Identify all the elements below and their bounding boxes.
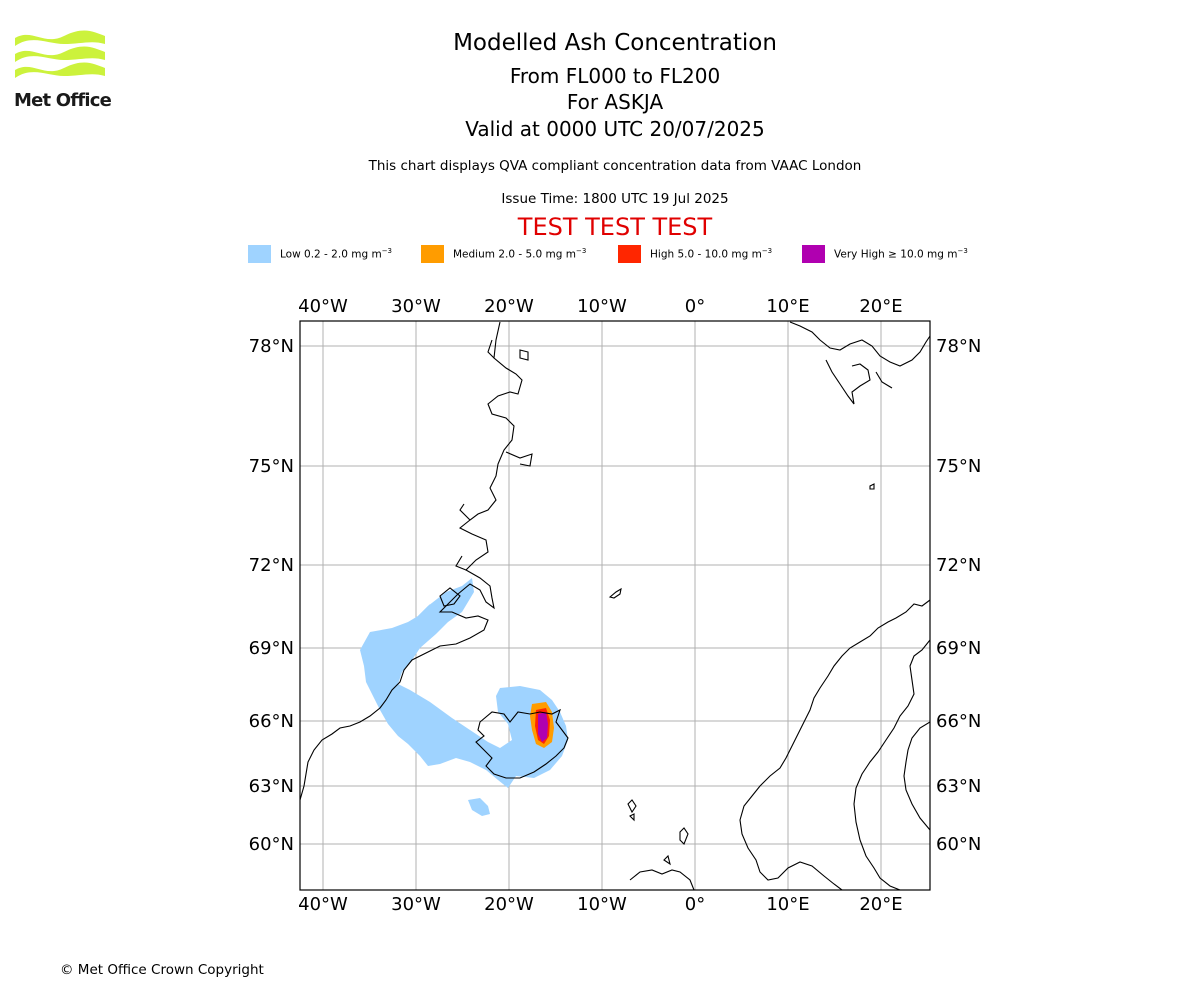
lon-label-top: 0° [685,296,705,317]
jan-mayen [608,587,622,599]
greenland-islands [439,349,529,607]
lon-label-top: 20°W [484,296,534,317]
chart-title: Modelled Ash Concentration [453,30,777,56]
test-banner: TEST TEST TEST [517,213,713,241]
norway-coast [739,599,930,890]
lat-label-left: 78°N [249,336,294,357]
concentration-legend: Low 0.2 - 2.0 mg m−3 Medium 2.0 - 5.0 mg… [248,244,1008,264]
legend-swatch-high [618,245,641,263]
chart-description: This chart displays QVA compliant concen… [368,158,862,174]
shetland-scotland [629,827,695,890]
sweden-finland-coast [853,639,930,890]
latitude-labels-left: 78°N 75°N 72°N 69°N 66°N 63°N 60°N [249,336,294,855]
met-office-waves-icon [15,30,105,78]
legend-label-very-high: Very High ≥ 10.0 mg m−3 [834,247,968,261]
lat-label-left: 72°N [249,555,294,576]
ash-plume [360,578,568,816]
lat-label-left: 75°N [249,456,294,477]
map-gridlines [300,321,930,890]
lon-label-bottom: 30°W [391,894,441,915]
latitude-labels-right: 78°N 75°N 72°N 69°N 66°N 63°N 60°N [936,336,981,855]
ash-low-small-patch [468,798,490,816]
lon-label-bottom: 10°E [766,894,809,915]
lon-label-bottom: 40°W [298,894,348,915]
lon-label-top: 10°E [766,296,809,317]
legend-swatch-medium [421,245,444,263]
greenland-east-coast [300,321,523,801]
lon-label-top: 20°E [859,296,902,317]
lon-label-top: 40°W [298,296,348,317]
legend-label-low: Low 0.2 - 2.0 mg m−3 [280,247,393,261]
legend-item-low: Low 0.2 - 2.0 mg m−3 [248,244,392,264]
map-frame [299,320,931,891]
legend-swatch-very-high [802,245,825,263]
lat-label-right: 69°N [936,638,981,659]
faroe-islands [627,799,637,822]
lat-label-left: 69°N [249,638,294,659]
lon-label-top: 30°W [391,296,441,317]
legend-swatch-low [248,245,271,263]
legend-label-high: High 5.0 - 10.0 mg m−3 [650,247,773,261]
issue-time: Issue Time: 1800 UTC 19 Jul 2025 [501,191,729,207]
lat-label-right: 78°N [936,336,981,357]
valid-time: Valid at 0000 UTC 20/07/2025 [465,117,765,141]
logo-text: Met Office [14,90,112,111]
lon-label-bottom: 0° [685,894,705,915]
longitude-labels-bottom: 40°W 30°W 20°W 10°W 0° 10°E 20°E [298,894,902,915]
lat-label-right: 63°N [936,776,981,797]
lat-label-left: 60°N [249,834,294,855]
legend-item-medium: Medium 2.0 - 5.0 mg m−3 [421,244,586,264]
lat-label-right: 72°N [936,555,981,576]
coastlines [300,321,930,890]
lat-label-right: 66°N [936,711,981,732]
volcano-name: For ASKJA [566,90,664,114]
lat-label-left: 63°N [249,776,294,797]
bear-island [869,483,875,490]
legend-label-medium: Medium 2.0 - 5.0 mg m−3 [453,247,587,261]
svalbard-coast [789,321,930,405]
lon-label-bottom: 10°W [577,894,627,915]
lat-label-right: 60°N [936,834,981,855]
ash-low-concentration-area [360,578,568,788]
copyright-notice: © Met Office Crown Copyright [60,962,264,978]
lon-label-top: 10°W [577,296,627,317]
ash-low-greenland-patch [416,604,430,626]
ash-very-high-concentration-area [538,712,548,742]
legend-item-very-high: Very High ≥ 10.0 mg m−3 [802,244,968,264]
longitude-labels-top: 40°W 30°W 20°W 10°W 0° 10°E 20°E [298,296,902,317]
lon-label-bottom: 20°E [859,894,902,915]
met-office-logo: Met Office [14,30,112,112]
flight-level-range: From FL000 to FL200 [509,64,721,88]
iceland-coast [475,708,569,779]
lat-label-left: 66°N [249,711,294,732]
greenland-fjord-inlets [455,339,533,571]
legend-item-high: High 5.0 - 10.0 mg m−3 [618,244,772,264]
lon-label-bottom: 20°W [484,894,534,915]
lat-label-right: 75°N [936,456,981,477]
